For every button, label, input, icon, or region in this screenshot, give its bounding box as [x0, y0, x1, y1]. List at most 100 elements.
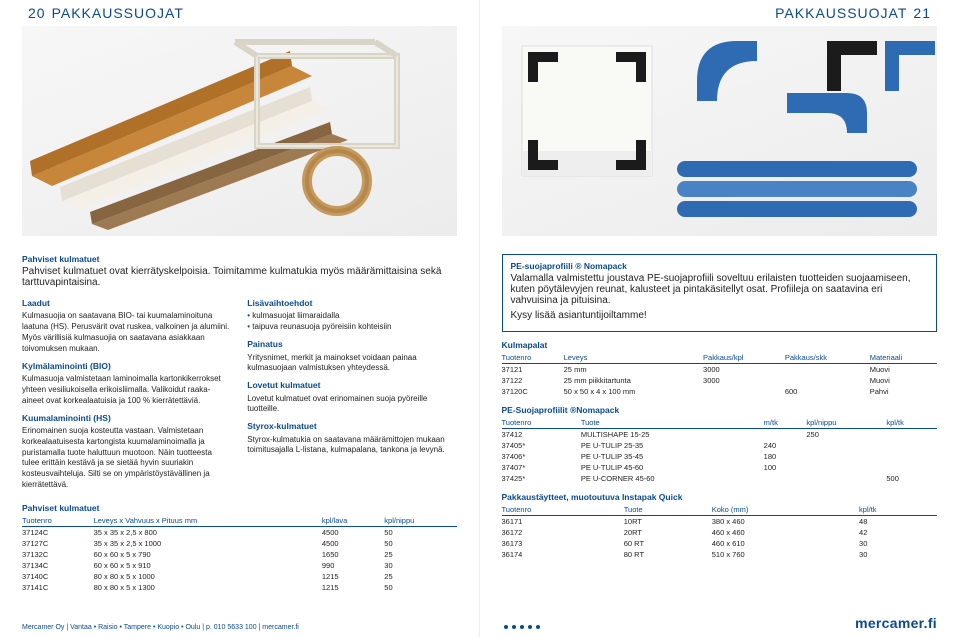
- table-cell: 60 x 60 x 5 x 790: [94, 549, 322, 560]
- hero-image-right: [502, 26, 938, 236]
- table-row: 37425*PE U-CORNER 45-60 500: [502, 473, 938, 484]
- intro-title: Pahviset kulmatuet: [22, 254, 457, 264]
- table-row: 37127C35 x 35 x 2,5 x 1000450050: [22, 538, 457, 549]
- col-left-1: Laadut Kulmasuojia on saatavana BIO- tai…: [22, 292, 231, 495]
- header-title-right: PAKKAUSSUOJAT: [775, 5, 907, 21]
- table-cell: 25: [384, 549, 456, 560]
- table-cell: 240: [764, 440, 807, 451]
- table-cell: [806, 451, 886, 462]
- t2-c3: Pakkaus/skk: [785, 352, 870, 364]
- kuuma-title: Kuumalaminointi (HS): [22, 413, 231, 424]
- table-cell: 30: [384, 560, 456, 571]
- t4-c2: Koko (mm): [712, 504, 859, 516]
- table-row: 37407*PE U-TULIP 45-60100: [502, 462, 938, 473]
- table-cell: [886, 429, 937, 441]
- page-right: PAKKAUSSUOJAT 21: [480, 0, 959, 637]
- table-cell: 37127C: [22, 538, 94, 549]
- table-cell: 10RT: [624, 516, 712, 528]
- table-cell: 80 RT: [624, 549, 712, 560]
- table-cell: 37406*: [502, 451, 581, 462]
- table-row: 37132C60 x 60 x 5 x 790165025: [22, 549, 457, 560]
- table-cell: 25 mm piikkitartunta: [564, 375, 703, 386]
- lisa-title: Lisävaihtoehdot: [247, 298, 456, 309]
- table-instapak: Tuotenro Tuote Koko (mm) kpl/tk 3617110R…: [502, 504, 938, 560]
- t3-c4: kpl/tk: [886, 417, 937, 429]
- table-cell: 50: [384, 526, 456, 538]
- table-row: 37406*PE U-TULIP 35-45180: [502, 451, 938, 462]
- table-cell: [764, 429, 807, 441]
- t3-c3: kpl/nippu: [806, 417, 886, 429]
- pe-box: PE-suojaprofiili ® Nomapack Valamalla va…: [502, 254, 938, 332]
- table-cell: 460 x 460: [712, 527, 859, 538]
- table-cell: [785, 375, 870, 386]
- table-row: Tuotenro Tuote m/tk kpl/nippu kpl/tk: [502, 417, 938, 429]
- table-cell: 25: [384, 571, 456, 582]
- table-cell: 1215: [322, 571, 384, 582]
- table-cell: 1215: [322, 582, 384, 593]
- t2-c4: Materiaali: [870, 352, 937, 364]
- t1-c2: kpl/lava: [322, 515, 384, 527]
- table-cell: 37141C: [22, 582, 94, 593]
- table-cell: [806, 462, 886, 473]
- lisa-bullets: kulmasuojat liimaraidalla taipuva reunas…: [247, 311, 456, 333]
- laadut-title: Laadut: [22, 298, 231, 309]
- table-cell: 500: [886, 473, 937, 484]
- table-cell: [785, 364, 870, 376]
- intro-body: Pahviset kulmatuet ovat kierrätyskelpois…: [22, 266, 457, 288]
- footer-right: mercamer.fi: [502, 615, 938, 631]
- table-cell: [886, 440, 937, 451]
- table-row: 37134C60 x 60 x 5 x 91099030: [22, 560, 457, 571]
- table-row: 3617480 RT510 x 76030: [502, 549, 938, 560]
- table-cell: Muovi: [870, 364, 937, 376]
- table-cell: 30: [859, 549, 937, 560]
- lisa-b2: taipuva reunasuoja pyöreisiin kohteisiin: [247, 322, 456, 333]
- table-cell: 36172: [502, 527, 624, 538]
- table-cell: 50: [384, 582, 456, 593]
- t3-c1: Tuote: [581, 417, 764, 429]
- table-cell: MULTISHAPE 15-25: [581, 429, 764, 441]
- table-cell: 380 x 460: [712, 516, 859, 528]
- table-cell: 37124C: [22, 526, 94, 538]
- table-cell: 37425*: [502, 473, 581, 484]
- table-cell: 4500: [322, 538, 384, 549]
- table-cell: 60 x 60 x 5 x 910: [94, 560, 322, 571]
- styrox-title: Styrox-kulmatuet: [247, 421, 456, 432]
- table-cell: 37134C: [22, 560, 94, 571]
- lovetut-title: Lovetut kulmatuet: [247, 380, 456, 391]
- table-cell: PE U-TULIP 35-45: [581, 451, 764, 462]
- t4-c0: Tuotenro: [502, 504, 624, 516]
- table-cell: PE U-TULIP 45-60: [581, 462, 764, 473]
- table-row: 37120C50 x 50 x 4 x 100 mm600Pahvi: [502, 386, 938, 397]
- kylma-body: Kulmasuoja valmistetaan laminoimalla kar…: [22, 374, 231, 406]
- table-row: 37124C35 x 35 x 2,5 x 800450050: [22, 526, 457, 538]
- styrox-body: Styrox-kulmatukia on saatavana määrämitt…: [247, 435, 456, 457]
- t4-title: Pakkaustäytteet, muotoutuva Instapak Qui…: [502, 492, 938, 502]
- table-row: Tuotenro Leveys x Vahvuus x Pituus mm kp…: [22, 515, 457, 527]
- table-cell: 25 mm: [564, 364, 703, 376]
- lovetut-body: Lovetut kulmatuet ovat erinomainen suoja…: [247, 394, 456, 416]
- page-left: 20 PAKKAUSSUOJAT: [0, 0, 480, 637]
- table-row: 3712125 mm3000Muovi: [502, 364, 938, 376]
- table-cell: [806, 440, 886, 451]
- table-cell: 37122: [502, 375, 564, 386]
- t2-c2: Pakkaus/kpl: [703, 352, 785, 364]
- laadut-body: Kulmasuojia on saatavana BIO- tai kuumal…: [22, 311, 231, 354]
- table-cell: PE U-CORNER 45-60: [581, 473, 764, 484]
- table-cell: 48: [859, 516, 937, 528]
- table-cell: [764, 473, 807, 484]
- kuuma-body: Erinomainen suoja kosteutta vastaan. Val…: [22, 426, 231, 491]
- table-cell: 37140C: [22, 571, 94, 582]
- table-cell: 250: [806, 429, 886, 441]
- table-cell: 30: [859, 538, 937, 549]
- table-cell: 460 x 610: [712, 538, 859, 549]
- table-cell: [806, 473, 886, 484]
- table-row: 37412MULTISHAPE 15-25250: [502, 429, 938, 441]
- t1-c0: Tuotenro: [22, 515, 94, 527]
- table-pahviset: Tuotenro Leveys x Vahvuus x Pituus mm kp…: [22, 515, 457, 593]
- table-cell: 37121: [502, 364, 564, 376]
- lisa-b1: kulmasuojat liimaraidalla: [247, 311, 456, 322]
- table-cell: [886, 451, 937, 462]
- t3-c2: m/tk: [764, 417, 807, 429]
- table-cell: 37120C: [502, 386, 564, 397]
- painatus-body: Yritysnimet, merkit ja mainokset voidaan…: [247, 353, 456, 375]
